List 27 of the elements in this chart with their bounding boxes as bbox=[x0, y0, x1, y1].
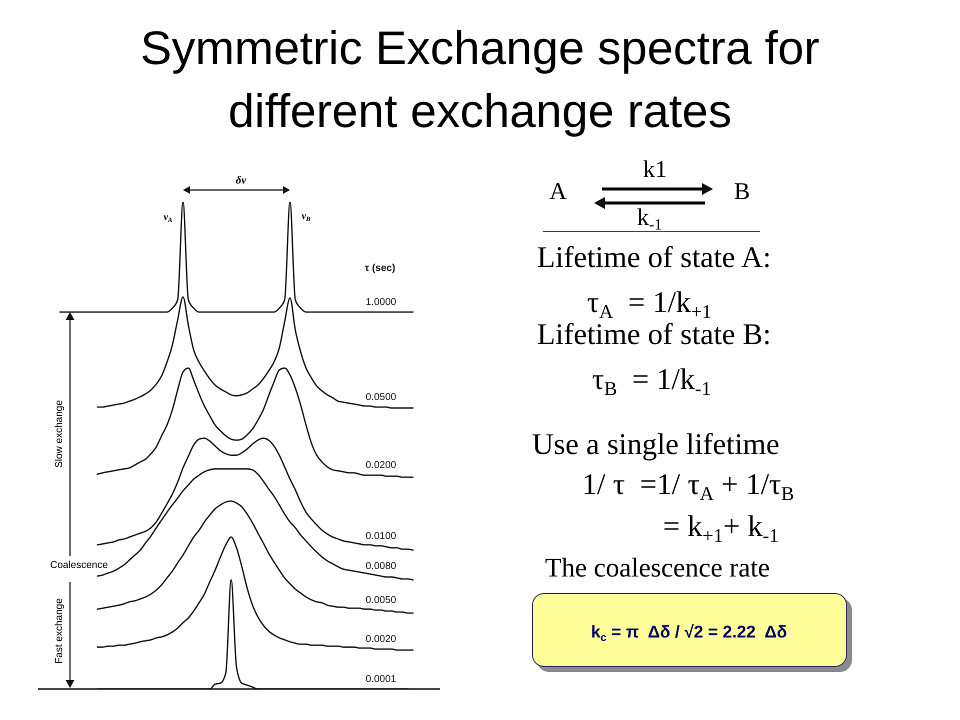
text: The coalescence rate bbox=[545, 552, 770, 582]
text: k$_{-1}$ bbox=[637, 205, 662, 234]
series-label: 0.0001 bbox=[366, 674, 397, 685]
text: Lifetime of state A: bbox=[537, 241, 772, 274]
text: k$_{c}$ = π Δδ / √2 = 2.22 Δδ bbox=[590, 622, 788, 644]
text: k1 bbox=[643, 157, 667, 183]
series-label: 0.0500 bbox=[366, 392, 397, 404]
legend-title: τ (sec) bbox=[364, 263, 396, 274]
text: Use a single lifetime bbox=[532, 428, 780, 461]
text: τ$_{B}$ = 1/k$_{-1}$ bbox=[592, 363, 712, 400]
text: 1/ τ =1/ τ$_{A}$ + 1/τ$_{B}$ bbox=[582, 468, 794, 505]
text: = k$_{+1}$+ k$_{-1}$ bbox=[663, 510, 779, 547]
series-label: 0.0100 bbox=[366, 530, 397, 542]
annotation: Coalescence bbox=[50, 560, 108, 571]
annotation: Fast exchange bbox=[54, 598, 65, 664]
series-label: 0.0050 bbox=[366, 595, 397, 606]
text: B bbox=[734, 179, 750, 205]
text: δν bbox=[236, 174, 246, 186]
annotation: Slow exchange bbox=[54, 400, 65, 468]
series-label: 0.0080 bbox=[366, 561, 397, 572]
series-label: 0.0200 bbox=[366, 460, 397, 472]
chart-title: Symmetric Exchange spectra for different exchange rates bbox=[139, 20, 821, 139]
text: A bbox=[549, 179, 567, 205]
annotation: ν$_{A}$ bbox=[164, 212, 172, 224]
series-label: 1.0000 bbox=[366, 297, 397, 308]
series-label: 0.0020 bbox=[366, 634, 397, 646]
annotation: ν$_{B}$ bbox=[302, 211, 310, 223]
